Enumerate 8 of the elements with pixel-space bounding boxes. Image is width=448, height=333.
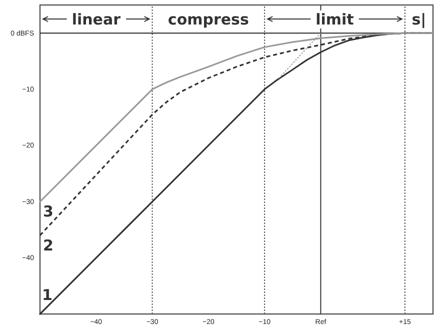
series-label: 1: [42, 286, 52, 304]
annotation: limit: [316, 10, 354, 28]
series-label: 2: [43, 236, 54, 254]
annotation: compress: [168, 10, 249, 28]
annotation: s|: [412, 10, 426, 28]
line-series: [39, 32, 434, 202]
annotation: linear: [72, 10, 122, 28]
series-label: 3: [43, 202, 54, 221]
